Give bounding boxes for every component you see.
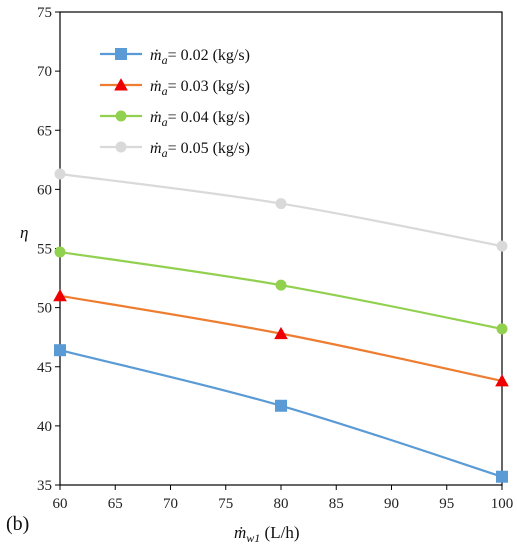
data-point: [496, 240, 508, 252]
y-axis-title: η: [20, 223, 28, 242]
legend-item: ṁa= 0.04 (kg/s): [100, 109, 250, 129]
legend-label: ṁa= 0.02 (kg/s): [150, 47, 250, 67]
x-axis-title-symbol: ṁ: [234, 523, 246, 542]
y-tick-label: 50: [37, 301, 52, 317]
series-3: [54, 246, 508, 335]
data-point: [274, 326, 288, 340]
x-tick-label: 100: [491, 496, 514, 512]
series-4: [54, 168, 508, 252]
y-tick-label: 45: [37, 360, 52, 376]
y-tick-label: 35: [37, 478, 52, 494]
legend-value: = 0.05 (kg/s): [168, 140, 250, 157]
x-tick-label: 80: [274, 496, 289, 512]
y-tick-label: 75: [37, 5, 52, 21]
legend-marker: [115, 48, 127, 60]
y-tick-label: 70: [37, 64, 52, 80]
data-point: [495, 374, 509, 387]
x-axis-title: ṁw1 (L/h): [234, 523, 299, 545]
legend-symbol: ṁ: [150, 140, 162, 157]
panel-label: (b): [6, 513, 29, 535]
data-point: [54, 168, 66, 180]
data-point: [54, 246, 66, 258]
legend: ṁa= 0.02 (kg/s)ṁa= 0.03 (kg/s)ṁa= 0.04 (…: [100, 47, 250, 160]
data-point: [275, 198, 287, 210]
legend-marker: [115, 110, 127, 122]
legend-subscript: a: [162, 146, 168, 160]
legend-item: ṁa= 0.05 (kg/s): [100, 140, 250, 160]
legend-symbol: ṁ: [150, 47, 162, 64]
series-layer: [53, 168, 509, 483]
y-tick-label: 60: [37, 182, 52, 198]
x-tick-label: 85: [329, 496, 344, 512]
series-1: [54, 344, 508, 483]
y-axis: 35 40 45 50 55 60 65 70 75: [37, 5, 60, 494]
series-2: [53, 288, 509, 387]
x-tick-label: 90: [384, 496, 399, 512]
legend-value: = 0.02 (kg/s): [168, 47, 250, 64]
data-point: [53, 288, 67, 302]
y-tick-label: 40: [37, 419, 52, 435]
legend-label: ṁa= 0.04 (kg/s): [150, 109, 250, 129]
legend-item: ṁa= 0.02 (kg/s): [100, 47, 250, 67]
x-tick-label: 70: [163, 496, 178, 512]
x-axis: 60 65 70 75 80 85 90 95 100: [53, 485, 514, 512]
data-point: [275, 279, 287, 291]
legend-subscript: a: [162, 84, 168, 98]
legend-label: ṁa= 0.05 (kg/s): [150, 140, 250, 160]
legend-subscript: a: [162, 53, 168, 67]
data-point: [54, 344, 66, 357]
legend-value: = 0.04 (kg/s): [168, 109, 250, 126]
x-tick-label: 75: [218, 496, 233, 512]
x-axis-title-subscript: w1: [246, 531, 260, 545]
legend-item: ṁa= 0.03 (kg/s): [100, 78, 250, 98]
legend-marker: [115, 141, 127, 153]
legend-symbol: ṁ: [150, 109, 162, 126]
x-tick-label: 60: [53, 496, 68, 512]
legend-marker: [114, 78, 128, 91]
y-tick-label: 55: [37, 242, 52, 258]
data-point: [275, 399, 287, 412]
data-point: [496, 323, 508, 335]
x-axis-title-unit: (L/h): [260, 523, 299, 542]
x-tick-label: 95: [439, 496, 454, 512]
legend-label: ṁa= 0.03 (kg/s): [150, 78, 250, 98]
data-point: [496, 470, 508, 483]
y-tick-label: 65: [37, 123, 52, 139]
legend-value: = 0.03 (kg/s): [168, 78, 250, 95]
legend-subscript: a: [162, 115, 168, 129]
legend-symbol: ṁ: [150, 78, 162, 95]
x-tick-label: 65: [108, 496, 123, 512]
